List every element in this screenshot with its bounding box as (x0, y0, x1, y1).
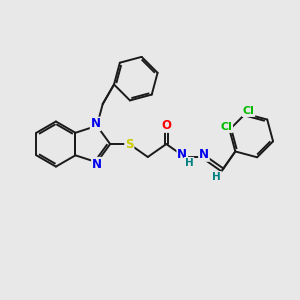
Text: N: N (199, 148, 209, 161)
Text: Cl: Cl (243, 106, 254, 116)
Text: Cl: Cl (220, 122, 232, 132)
Text: H: H (185, 158, 194, 168)
Text: S: S (125, 137, 134, 151)
Text: N: N (91, 117, 100, 130)
Text: H: H (212, 172, 221, 182)
Text: N: N (92, 158, 102, 171)
Text: O: O (161, 119, 171, 132)
Text: N: N (177, 148, 187, 161)
